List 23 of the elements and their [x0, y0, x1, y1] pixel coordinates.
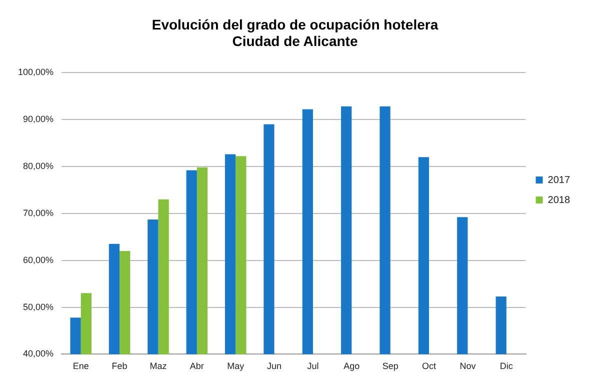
- text: Ciudad de Alicante: [232, 33, 358, 50]
- y-tick-label: 60,00%: [23, 254, 54, 265]
- x-tick-label: Ene: [72, 361, 89, 372]
- x-tick-label: Jun: [267, 361, 282, 372]
- legend-label: 2017: [548, 174, 570, 186]
- y-tick-label: 100,00%: [18, 67, 54, 78]
- x-tick-label: Sep: [382, 361, 398, 372]
- x-tick-label: Ago: [344, 361, 360, 372]
- x-tick-label: Feb: [112, 361, 128, 372]
- x-tick-label: Dic: [500, 361, 514, 372]
- x-tick-label: Maz: [150, 361, 168, 372]
- x-tick-label: Nov: [460, 361, 476, 372]
- y-tick-label: 90,00%: [23, 114, 54, 124]
- x-tick-label: Oct: [422, 361, 437, 372]
- y-tick-label: 80,00%: [23, 160, 54, 171]
- text: Evolución del grado de ocupación hotelera: [152, 16, 438, 32]
- y-tick-label: 70,00%: [23, 208, 54, 218]
- y-tick-label: 50,00%: [23, 302, 54, 312]
- x-tick-label: Abr: [190, 361, 204, 372]
- y-tick-label: 40,00%: [23, 348, 54, 359]
- x-tick-label: May: [227, 361, 245, 372]
- x-tick-label: Jul: [307, 361, 319, 372]
- legend-label: 2018: [548, 194, 570, 206]
